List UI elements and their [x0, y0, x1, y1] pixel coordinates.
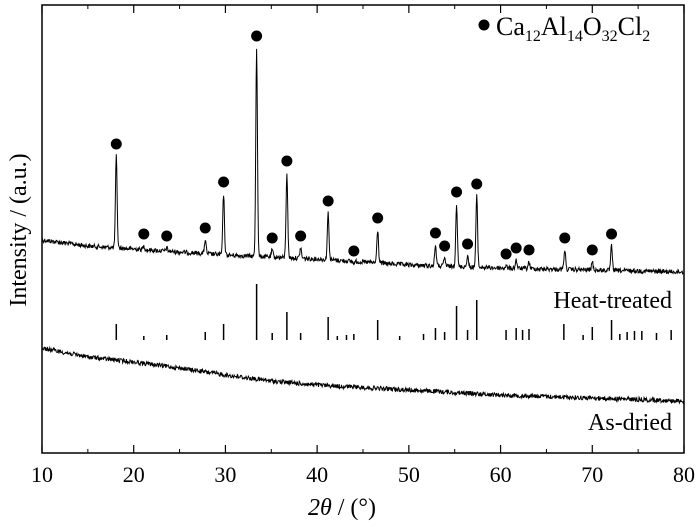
phase-peak-marker — [281, 155, 293, 167]
phase-peak-marker — [161, 230, 173, 242]
phase-peak-marker — [322, 195, 334, 207]
legend-label: Ca12Al14O32Cl2 — [496, 12, 650, 45]
x-tick-label: 20 — [123, 462, 145, 487]
legend-marker — [478, 19, 490, 31]
series-line — [41, 345, 685, 405]
phase-peak-marker — [510, 242, 522, 254]
x-axis-ticks: 10 20 30 40 50 60 70 80 — [31, 5, 695, 487]
phase-peak-marker — [199, 222, 211, 234]
phase-peak-marker — [110, 138, 122, 150]
phase-peak-marker — [559, 232, 571, 244]
phase-peak-marker — [462, 238, 474, 250]
x-tick-label: 80 — [673, 462, 695, 487]
x-tick-label: 60 — [490, 462, 512, 487]
x-tick-label: 50 — [398, 462, 420, 487]
phase-peak-marker — [586, 244, 598, 256]
phase-peak-marker — [429, 227, 441, 239]
series-line — [41, 48, 685, 275]
phase-peak-marker — [372, 212, 384, 224]
phase-markers — [110, 30, 618, 260]
x-tick-label: 30 — [214, 462, 236, 487]
phase-peak-marker — [471, 178, 483, 190]
phase-peak-marker — [606, 228, 618, 240]
series-label-as-dried: As-dried — [588, 410, 672, 436]
phase-peak-marker — [266, 232, 278, 244]
x-tick-label: 70 — [581, 462, 603, 487]
x-tick-label: 40 — [306, 462, 328, 487]
phase-peak-marker — [138, 228, 150, 240]
y-axis-title: Intensity / (a.u.) — [6, 153, 32, 306]
phase-peak-marker — [295, 230, 307, 242]
phase-peak-marker — [251, 30, 263, 42]
phase-peak-marker — [348, 245, 360, 257]
phase-peak-marker — [218, 176, 230, 188]
phase-peak-marker — [451, 186, 463, 198]
phase-peak-marker — [439, 240, 451, 252]
phase-peak-marker — [500, 248, 512, 260]
x-tick-label: 10 — [31, 462, 53, 487]
series-label-heat-treated: Heat-treated — [553, 288, 672, 314]
x-axis-title: 2θ / (°) — [308, 495, 376, 521]
reference-pattern — [115, 284, 672, 340]
phase-peak-marker — [523, 244, 535, 256]
curves-layer — [41, 48, 685, 405]
